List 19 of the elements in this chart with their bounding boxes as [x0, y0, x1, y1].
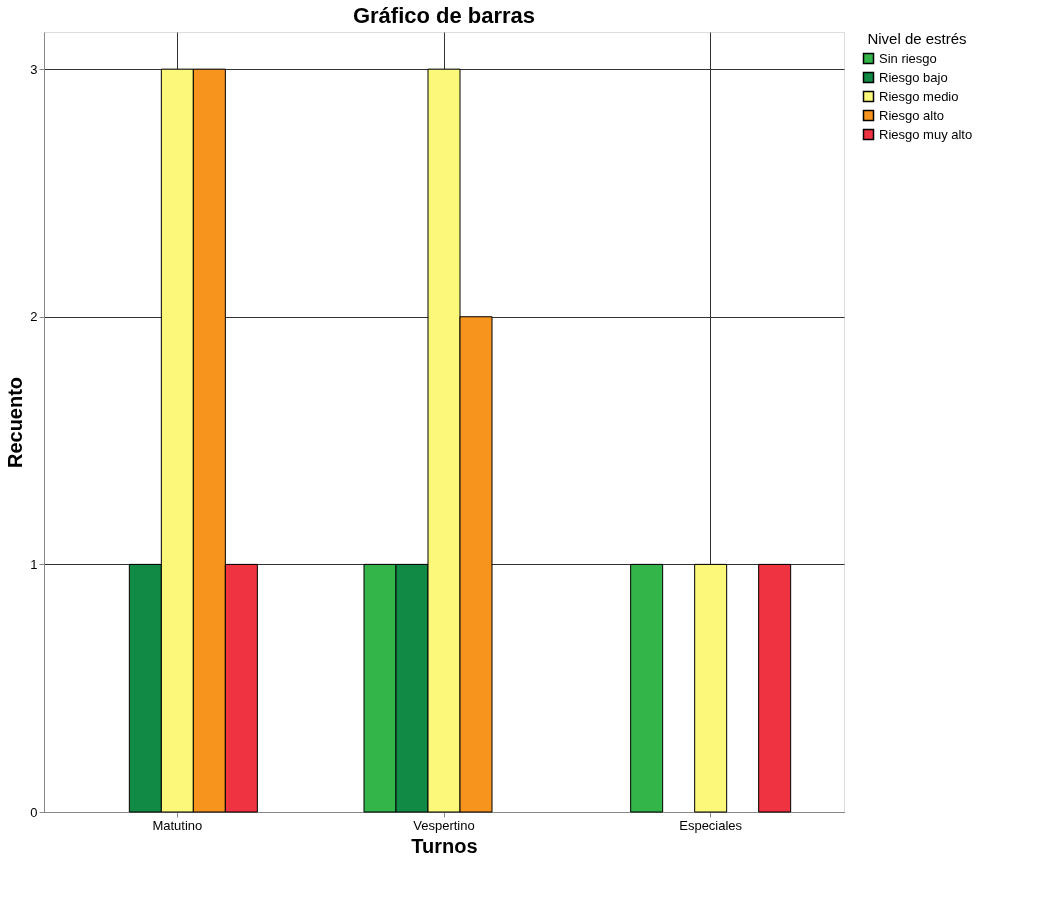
legend-label: Riesgo medio: [879, 88, 959, 104]
y-axis-title: Recuento: [4, 376, 27, 469]
y-tick-label: 3: [30, 61, 38, 77]
bar: [758, 563, 792, 813]
y-tick-label: 1: [30, 556, 38, 572]
x-axis-title: Turnos: [411, 834, 478, 857]
bar: [630, 563, 664, 813]
bar: [694, 563, 728, 813]
legend-label: Riesgo alto: [879, 107, 945, 123]
legend-label: Riesgo bajo: [879, 69, 948, 85]
x-tick-label: Matutino: [152, 817, 203, 833]
legend-label: Riesgo muy alto: [879, 126, 973, 142]
legend-label: Sin riesgo: [879, 50, 937, 66]
x-tick-label: Vespertino: [413, 817, 475, 833]
y-tick-label: 0: [30, 804, 38, 820]
chart-title: Gráfico de barras: [352, 3, 536, 28]
legend-title: Nivel de estrés: [867, 30, 967, 47]
y-tick-label: 2: [30, 309, 38, 325]
x-tick-label: Especiales: [679, 817, 743, 833]
